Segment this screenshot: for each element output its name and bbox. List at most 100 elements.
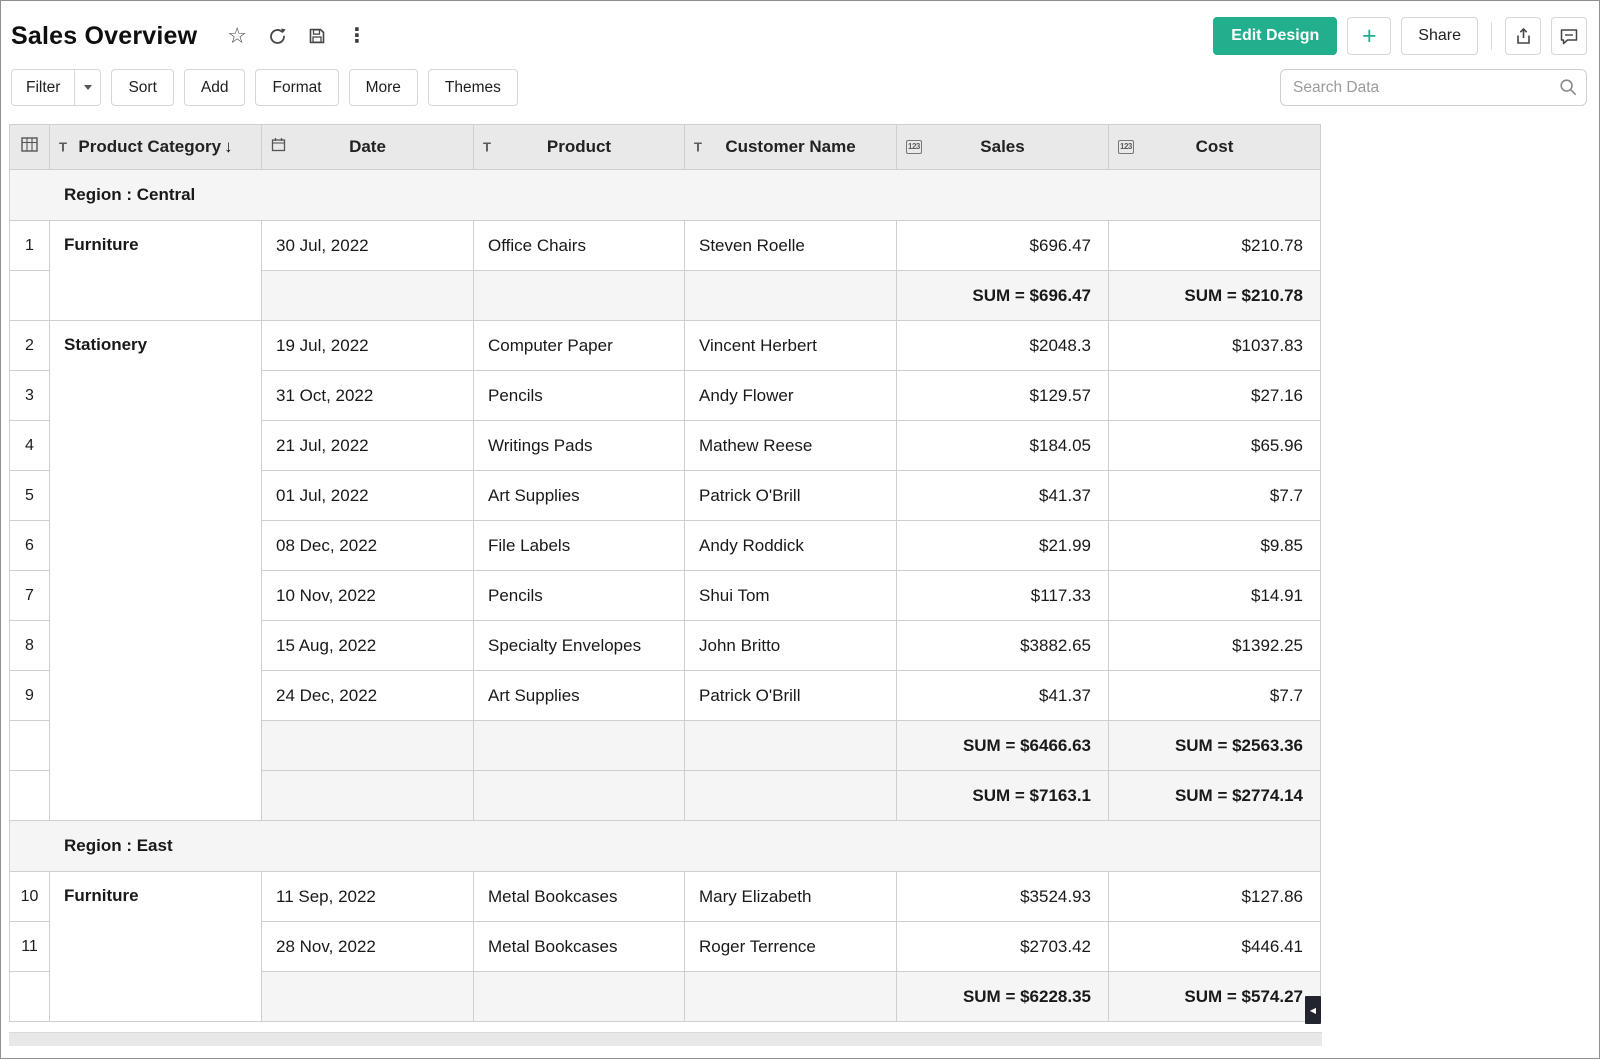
- export-button[interactable]: [1505, 17, 1541, 55]
- category-cell[interactable]: Furniture: [49, 220, 262, 321]
- filter-dropdown-button[interactable]: [74, 70, 101, 105]
- date-cell[interactable]: 15 Aug, 2022: [261, 620, 474, 671]
- add-new-button[interactable]: +: [1347, 17, 1392, 55]
- favorite-star-button[interactable]: ☆: [227, 25, 247, 47]
- number-type-icon: 123: [906, 140, 922, 154]
- product-cell[interactable]: Computer Paper: [473, 320, 685, 371]
- category-cell[interactable]: Furniture: [49, 871, 262, 1022]
- format-button[interactable]: Format: [255, 69, 339, 106]
- column-label: Customer Name: [725, 137, 856, 156]
- add-button[interactable]: Add: [183, 69, 246, 106]
- date-cell[interactable]: 08 Dec, 2022: [261, 520, 474, 571]
- sales-cell[interactable]: $21.99: [896, 520, 1109, 571]
- scroll-left-button[interactable]: ◀: [1305, 996, 1321, 1024]
- horizontal-scrollbar[interactable]: [9, 1032, 1322, 1046]
- cost-cell[interactable]: $14.91: [1108, 570, 1321, 621]
- product-cell[interactable]: Art Supplies: [473, 470, 685, 521]
- customer-cell[interactable]: Shui Tom: [684, 570, 897, 621]
- edit-design-button[interactable]: Edit Design: [1213, 17, 1338, 55]
- cost-cell[interactable]: $7.7: [1108, 670, 1321, 721]
- column-header-date[interactable]: Date: [261, 124, 474, 170]
- category-cell[interactable]: Stationery: [49, 320, 262, 821]
- sales-cell[interactable]: $696.47: [896, 220, 1109, 271]
- refresh-button[interactable]: [268, 27, 287, 46]
- product-cell[interactable]: Metal Bookcases: [473, 921, 685, 972]
- export-icon: [1516, 27, 1530, 44]
- save-button[interactable]: [308, 27, 326, 45]
- column-header-product[interactable]: T Product: [473, 124, 685, 170]
- product-cell[interactable]: Metal Bookcases: [473, 871, 685, 922]
- cost-cell[interactable]: $446.41: [1108, 921, 1321, 972]
- date-cell[interactable]: 19 Jul, 2022: [261, 320, 474, 371]
- sales-cell[interactable]: $3524.93: [896, 871, 1109, 922]
- date-cell[interactable]: 11 Sep, 2022: [261, 871, 474, 922]
- divider: [1491, 22, 1492, 50]
- more-options-button[interactable]: ⋮: [347, 26, 367, 46]
- region-group-label: Region : Central: [9, 169, 1321, 221]
- sum-row: SUM = $6228.35 SUM = $574.27: [9, 971, 1321, 1022]
- table-body: Region : Central 1 Furniture 30 Jul, 2022 Of…: [9, 169, 1321, 1022]
- sort-button[interactable]: Sort: [111, 69, 174, 106]
- date-cell[interactable]: 28 Nov, 2022: [261, 921, 474, 972]
- customer-cell[interactable]: John Britto: [684, 620, 897, 671]
- text-type-icon: T: [59, 139, 67, 155]
- column-header-product-category[interactable]: T Product Category ↓: [49, 124, 262, 170]
- customer-cell[interactable]: Roger Terrence: [684, 921, 897, 972]
- sum-empty-cell: [684, 770, 897, 821]
- cost-cell[interactable]: $7.7: [1108, 470, 1321, 521]
- product-cell[interactable]: Art Supplies: [473, 670, 685, 721]
- product-cell[interactable]: Specialty Envelopes: [473, 620, 685, 671]
- customer-cell[interactable]: Patrick O'Brill: [684, 670, 897, 721]
- date-cell[interactable]: 24 Dec, 2022: [261, 670, 474, 721]
- chevron-down-icon: [83, 85, 92, 90]
- sales-cell[interactable]: $2703.42: [896, 921, 1109, 972]
- sales-cell[interactable]: $129.57: [896, 370, 1109, 421]
- product-cell[interactable]: File Labels: [473, 520, 685, 571]
- date-cell[interactable]: 10 Nov, 2022: [261, 570, 474, 621]
- sales-cell[interactable]: $117.33: [896, 570, 1109, 621]
- column-header-customer-name[interactable]: T Customer Name: [684, 124, 897, 170]
- more-button[interactable]: More: [348, 69, 418, 106]
- sales-cell[interactable]: $2048.3: [896, 320, 1109, 371]
- sum-empty-cell: [261, 720, 474, 771]
- product-cell[interactable]: Office Chairs: [473, 220, 685, 271]
- product-cell[interactable]: Pencils: [473, 370, 685, 421]
- column-header-rownum[interactable]: [9, 124, 50, 170]
- sales-cell[interactable]: $41.37: [896, 670, 1109, 721]
- share-button[interactable]: Share: [1401, 17, 1478, 55]
- sales-cell[interactable]: $41.37: [896, 470, 1109, 521]
- sales-cell[interactable]: $3882.65: [896, 620, 1109, 671]
- row-number: [9, 770, 50, 821]
- customer-cell[interactable]: Andy Flower: [684, 370, 897, 421]
- product-cell[interactable]: Writings Pads: [473, 420, 685, 471]
- row-number: 3: [9, 370, 50, 421]
- filter-button[interactable]: Filter: [12, 70, 75, 105]
- column-label: Date: [349, 137, 386, 156]
- search-input[interactable]: [1280, 69, 1587, 106]
- sales-cell[interactable]: $184.05: [896, 420, 1109, 471]
- date-cell[interactable]: 01 Jul, 2022: [261, 470, 474, 521]
- customer-cell[interactable]: Patrick O'Brill: [684, 470, 897, 521]
- customer-cell[interactable]: Mathew Reese: [684, 420, 897, 471]
- cost-cell[interactable]: $210.78: [1108, 220, 1321, 271]
- customer-cell[interactable]: Vincent Herbert: [684, 320, 897, 371]
- customer-cell[interactable]: Mary Elizabeth: [684, 871, 897, 922]
- cost-cell[interactable]: $65.96: [1108, 420, 1321, 471]
- customer-cell[interactable]: Steven Roelle: [684, 220, 897, 271]
- cost-cell[interactable]: $1037.83: [1108, 320, 1321, 371]
- cost-cell[interactable]: $27.16: [1108, 370, 1321, 421]
- product-cell[interactable]: Pencils: [473, 570, 685, 621]
- comments-button[interactable]: [1551, 17, 1587, 55]
- cost-cell[interactable]: $127.86: [1108, 871, 1321, 922]
- cost-cell[interactable]: $9.85: [1108, 520, 1321, 571]
- customer-cell[interactable]: Andy Roddick: [684, 520, 897, 571]
- column-header-cost[interactable]: 123 Cost: [1108, 124, 1321, 170]
- date-cell[interactable]: 30 Jul, 2022: [261, 220, 474, 271]
- date-cell[interactable]: 21 Jul, 2022: [261, 420, 474, 471]
- row-number: 10: [9, 871, 50, 922]
- themes-button[interactable]: Themes: [427, 69, 518, 106]
- column-header-sales[interactable]: 123 Sales: [896, 124, 1109, 170]
- date-cell[interactable]: 31 Oct, 2022: [261, 370, 474, 421]
- cost-cell[interactable]: $1392.25: [1108, 620, 1321, 671]
